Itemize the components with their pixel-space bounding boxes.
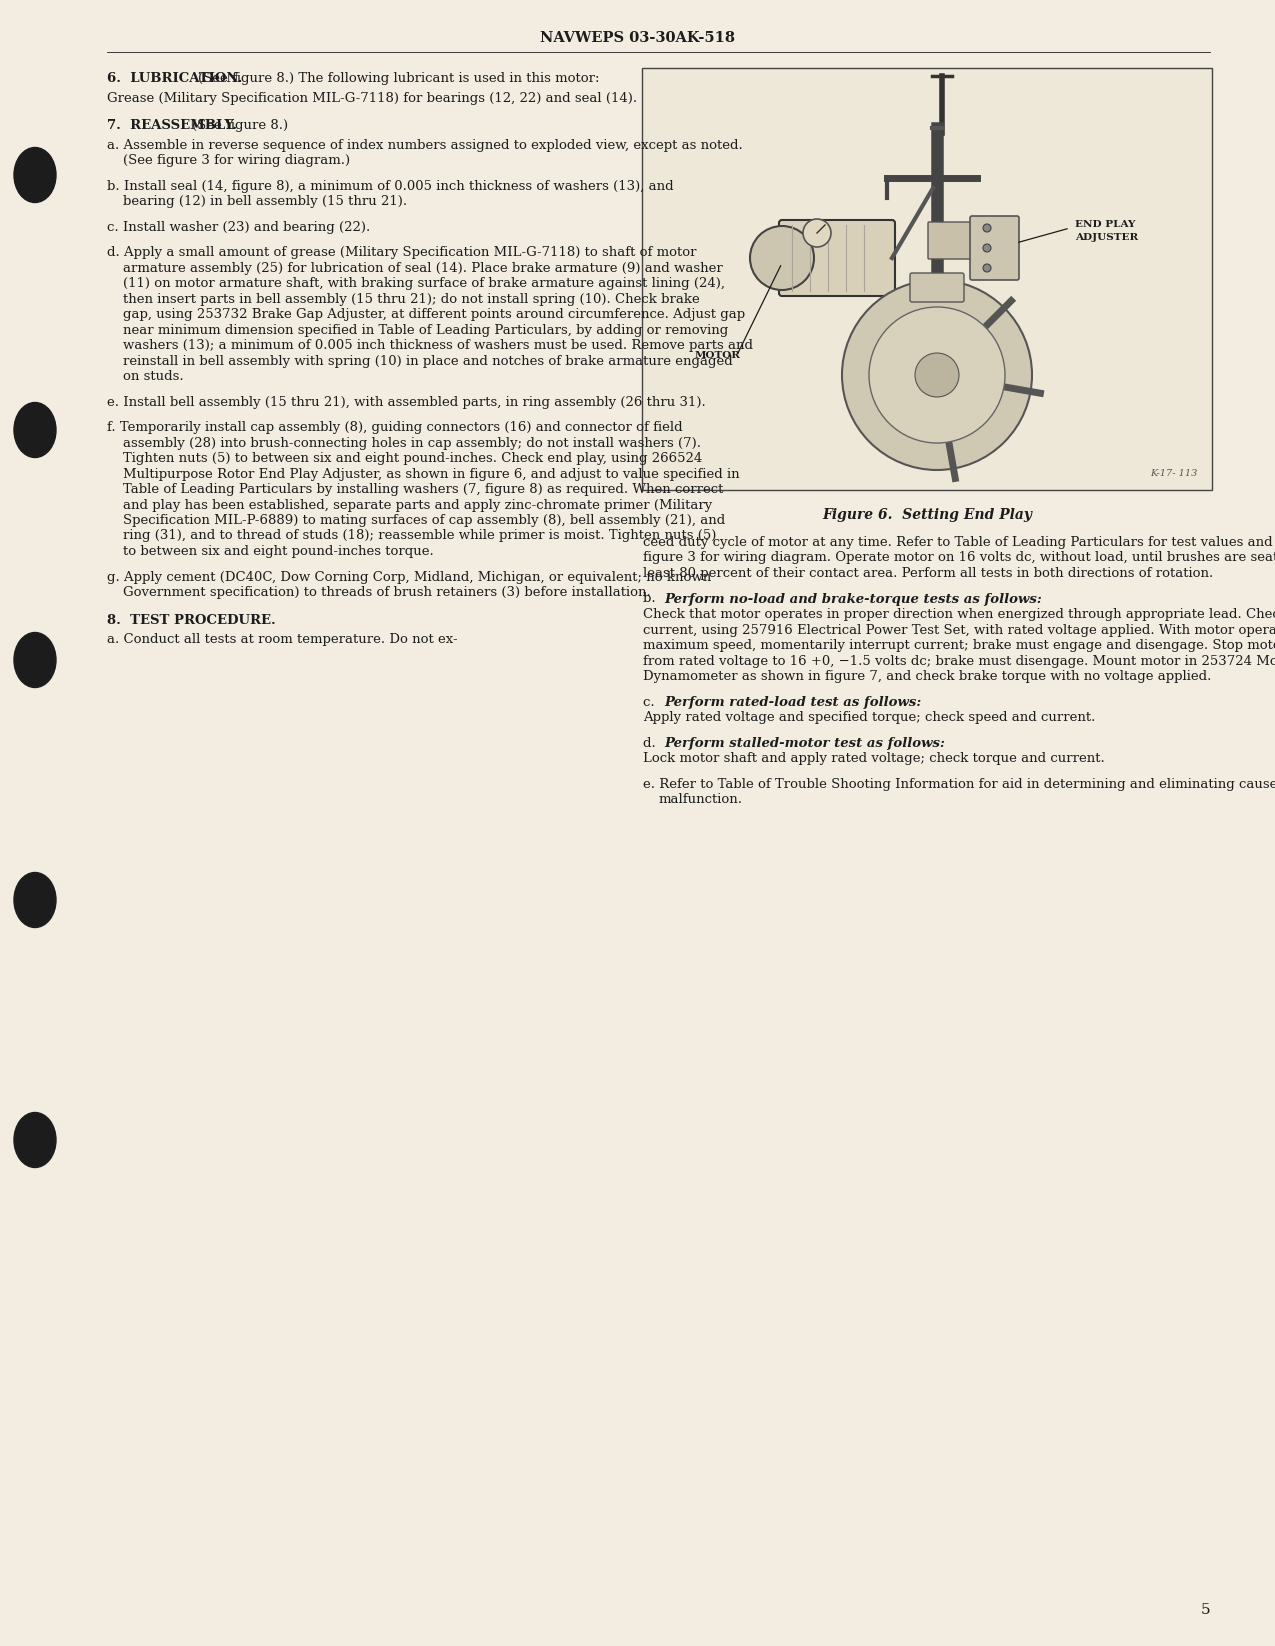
Text: bearing (12) in bell assembly (15 thru 21).: bearing (12) in bell assembly (15 thru 2… (122, 194, 407, 207)
Text: gap, using 253732 Brake Gap Adjuster, at different points around circumference. : gap, using 253732 Brake Gap Adjuster, at… (122, 308, 745, 321)
Text: washers (13); a minimum of 0.005 inch thickness of washers must be used. Remove : washers (13); a minimum of 0.005 inch th… (122, 339, 754, 352)
FancyBboxPatch shape (928, 222, 986, 258)
Text: c.: c. (643, 696, 663, 708)
Circle shape (750, 226, 813, 290)
Text: Perform stalled-motor test as follows:: Perform stalled-motor test as follows: (664, 736, 945, 749)
Text: assembly (28) into brush-connecting holes in cap assembly; do not install washer: assembly (28) into brush-connecting hole… (122, 436, 701, 449)
Text: Grease (Military Specification MIL-G-7118) for bearings (12, 22) and seal (14).: Grease (Military Specification MIL-G-711… (107, 92, 638, 104)
Ellipse shape (14, 872, 56, 927)
Text: Check that motor operates in proper direction when energized through appropriate: Check that motor operates in proper dire… (643, 607, 1275, 621)
Text: g. Apply cement (DC40C, Dow Corning Corp, Midland, Michigan, or equivalent; no k: g. Apply cement (DC40C, Dow Corning Corp… (107, 571, 711, 583)
Text: current, using 257916 Electrical Power Test Set, with rated voltage applied. Wit: current, using 257916 Electrical Power T… (643, 624, 1275, 637)
Text: armature assembly (25) for lubrication of seal (14). Place brake armature (9) an: armature assembly (25) for lubrication o… (122, 262, 723, 275)
Text: 7.  REASSEMBLY.: 7. REASSEMBLY. (107, 119, 237, 132)
FancyBboxPatch shape (970, 216, 1019, 280)
Text: ceed duty cycle of motor at any time. Refer to Table of Leading Particulars for : ceed duty cycle of motor at any time. Re… (643, 537, 1275, 550)
Text: END PLAY: END PLAY (1075, 221, 1135, 229)
FancyBboxPatch shape (910, 273, 964, 301)
Text: MOTOR: MOTOR (695, 351, 741, 359)
Text: e. Refer to Table of Trouble Shooting Information for aid in determining and eli: e. Refer to Table of Trouble Shooting In… (643, 777, 1275, 790)
Text: e. Install bell assembly (15 thru 21), with assembled parts, in ring assembly (2: e. Install bell assembly (15 thru 21), w… (107, 395, 706, 408)
Text: Figure 6.  Setting End Play: Figure 6. Setting End Play (822, 509, 1031, 522)
Text: Table of Leading Particulars by installing washers (7, figure 8) as required. Wh: Table of Leading Particulars by installi… (122, 482, 723, 495)
Text: (See figure 3 for wiring diagram.): (See figure 3 for wiring diagram.) (122, 155, 351, 166)
Text: figure 3 for wiring diagram. Operate motor on 16 volts dc, without load, until b: figure 3 for wiring diagram. Operate mot… (643, 551, 1275, 565)
Text: then insert parts in bell assembly (15 thru 21); do not install spring (10). Che: then insert parts in bell assembly (15 t… (122, 293, 700, 306)
Text: Tighten nuts (5) to between six and eight pound-inches. Check end play, using 26: Tighten nuts (5) to between six and eigh… (122, 453, 703, 466)
Text: Lock motor shaft and apply rated voltage; check torque and current.: Lock motor shaft and apply rated voltage… (643, 752, 1104, 765)
Text: b.: b. (643, 593, 664, 606)
Circle shape (803, 219, 831, 247)
Text: b. Install seal (14, figure 8), a minimum of 0.005 inch thickness of washers (13: b. Install seal (14, figure 8), a minimu… (107, 179, 673, 193)
Text: a. Conduct all tests at room temperature. Do not ex-: a. Conduct all tests at room temperature… (107, 634, 458, 645)
Text: from rated voltage to 16 +0, −1.5 volts dc; brake must disengage. Mount motor in: from rated voltage to 16 +0, −1.5 volts … (643, 655, 1275, 668)
Text: near minimum dimension specified in Table of Leading Particulars, by adding or r: near minimum dimension specified in Tabl… (122, 324, 728, 336)
Text: c. Install washer (23) and bearing (22).: c. Install washer (23) and bearing (22). (107, 221, 370, 234)
Text: least 80 percent of their contact area. Perform all tests in both directions of : least 80 percent of their contact area. … (643, 566, 1214, 579)
Text: Multipurpose Rotor End Play Adjuster, as shown in figure 6, and adjust to value : Multipurpose Rotor End Play Adjuster, as… (122, 467, 740, 481)
Text: Government specification) to threads of brush retainers (3) before installation.: Government specification) to threads of … (122, 586, 650, 599)
Text: Dynamometer as shown in figure 7, and check brake torque with no voltage applied: Dynamometer as shown in figure 7, and ch… (643, 670, 1211, 683)
Circle shape (983, 244, 991, 252)
Text: (See figure 8.) The following lubricant is used in this motor:: (See figure 8.) The following lubricant … (198, 72, 599, 86)
Text: reinstall in bell assembly with spring (10) in place and notches of brake armatu: reinstall in bell assembly with spring (… (122, 354, 733, 367)
Ellipse shape (14, 403, 56, 458)
Text: ring (31), and to thread of studs (18); reassemble while primer is moist. Tighte: ring (31), and to thread of studs (18); … (122, 530, 717, 543)
Ellipse shape (14, 1113, 56, 1167)
Text: Apply rated voltage and specified torque; check speed and current.: Apply rated voltage and specified torque… (643, 711, 1095, 724)
Text: 6.  LUBRICATION.: 6. LUBRICATION. (107, 72, 242, 86)
Text: and play has been established, separate parts and apply zinc-chromate primer (Mi: and play has been established, separate … (122, 499, 713, 512)
Text: NAVWEPS 03-30AK-518: NAVWEPS 03-30AK-518 (541, 31, 734, 44)
Text: to between six and eight pound-inches torque.: to between six and eight pound-inches to… (122, 545, 434, 558)
Text: Perform rated-load test as follows:: Perform rated-load test as follows: (664, 696, 921, 708)
Text: on studs.: on studs. (122, 370, 184, 384)
Text: 5: 5 (1200, 1603, 1210, 1616)
Bar (643, 67, 1213, 491)
Circle shape (983, 263, 991, 272)
Text: Specification MIL-P-6889) to mating surfaces of cap assembly (8), bell assembly : Specification MIL-P-6889) to mating surf… (122, 514, 725, 527)
FancyBboxPatch shape (779, 221, 895, 296)
Circle shape (915, 352, 959, 397)
Text: f. Temporarily install cap assembly (8), guiding connectors (16) and connector o: f. Temporarily install cap assembly (8),… (107, 421, 682, 435)
Ellipse shape (14, 632, 56, 688)
Circle shape (870, 308, 1005, 443)
Text: ADJUSTER: ADJUSTER (1075, 234, 1139, 242)
Text: a. Assemble in reverse sequence of index numbers assigned to exploded view, exce: a. Assemble in reverse sequence of index… (107, 138, 743, 151)
Text: K-17- 113: K-17- 113 (1150, 469, 1198, 477)
Circle shape (842, 280, 1031, 471)
Text: malfunction.: malfunction. (659, 793, 743, 807)
Text: Perform no-load and brake-torque tests as follows:: Perform no-load and brake-torque tests a… (664, 593, 1042, 606)
Ellipse shape (14, 148, 56, 202)
Text: (See figure 8.): (See figure 8.) (193, 119, 288, 132)
Text: 8.  TEST PROCEDURE.: 8. TEST PROCEDURE. (107, 614, 275, 627)
Circle shape (983, 224, 991, 232)
Text: d. Apply a small amount of grease (Military Specification MIL-G-7118) to shaft o: d. Apply a small amount of grease (Milit… (107, 245, 696, 258)
Text: maximum speed, momentarily interrupt current; brake must engage and disengage. S: maximum speed, momentarily interrupt cur… (643, 639, 1275, 652)
Text: (11) on motor armature shaft, with braking surface of brake armature against lin: (11) on motor armature shaft, with braki… (122, 277, 725, 290)
Text: d.: d. (643, 736, 664, 749)
